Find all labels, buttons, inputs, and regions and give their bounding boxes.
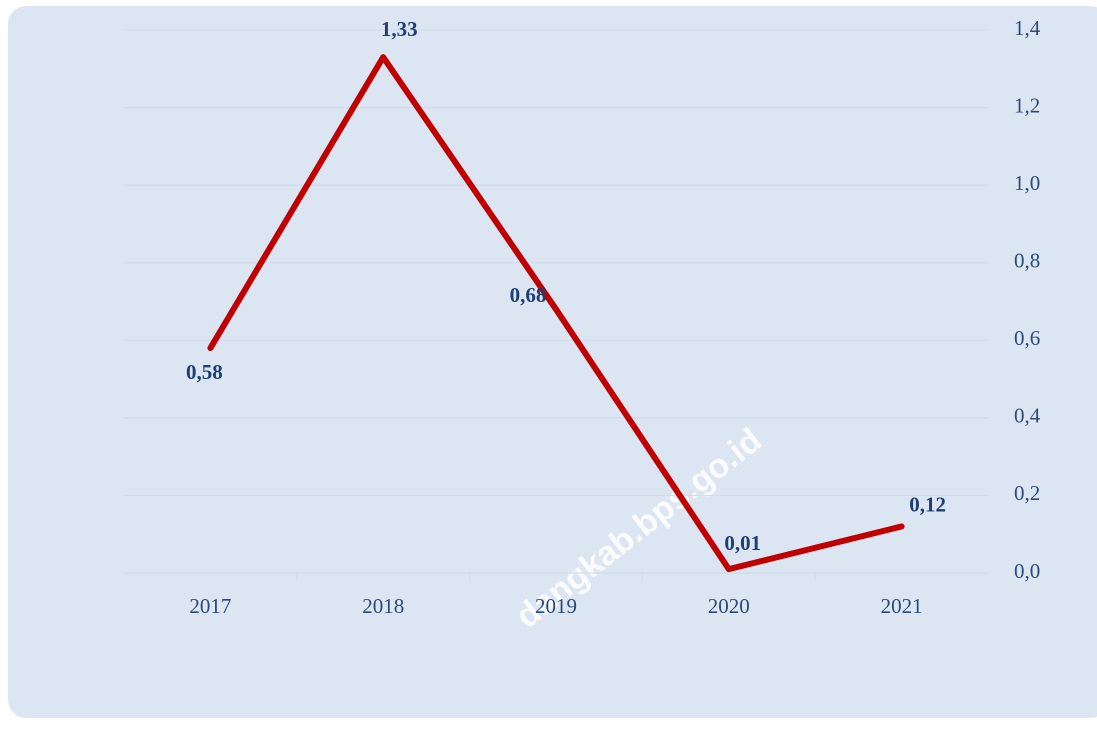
x-tick-label: 2020 (708, 594, 750, 618)
chart-background (8, 6, 1097, 718)
x-tick-label: 2018 (362, 594, 404, 618)
data-label: 0,01 (724, 531, 761, 555)
y-tick-label: 0,0 (1014, 559, 1040, 583)
y-tick-label: 0,2 (1014, 481, 1040, 505)
data-label: 1,33 (381, 17, 418, 41)
y-tick-label: 1,0 (1014, 171, 1040, 195)
y-tick-label: 1,2 (1014, 93, 1040, 117)
x-tick-label: 2021 (881, 594, 923, 618)
data-label: 0,58 (186, 360, 223, 384)
y-tick-label: 0,4 (1014, 404, 1041, 428)
y-tick-label: 1,4 (1014, 16, 1041, 40)
data-label: 0,12 (909, 492, 946, 516)
x-tick-label: 2019 (535, 594, 577, 618)
line (207, 54, 905, 573)
y-tick-label: 0,6 (1014, 326, 1040, 350)
data-label: 0,68 (510, 283, 547, 307)
y-tick-label: 0,8 (1014, 249, 1040, 273)
x-tick-label: 2017 (189, 594, 231, 618)
